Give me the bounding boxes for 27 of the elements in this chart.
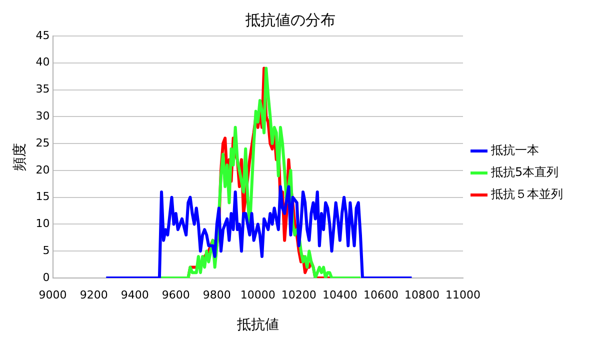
x-tick-label: 9000 bbox=[38, 288, 67, 302]
y-tick-label: 45 bbox=[36, 28, 50, 42]
y-tick-label: 30 bbox=[36, 110, 50, 123]
y-tick-label: 15 bbox=[36, 190, 50, 204]
x-tick-label: 9200 bbox=[80, 288, 108, 302]
x-tick-label: 10000 bbox=[240, 288, 276, 302]
x-tick-label: 10800 bbox=[404, 288, 440, 302]
y-tick-label: 5 bbox=[42, 244, 50, 257]
legend-label: 抵抗５本並列 bbox=[490, 187, 563, 202]
y-tick-label: 20 bbox=[36, 163, 50, 176]
x-tick-label: 10600 bbox=[363, 288, 398, 302]
x-tick-label: 10400 bbox=[322, 288, 358, 302]
y-tick-label: 25 bbox=[36, 136, 50, 150]
legend-label: 抵抗一本 bbox=[490, 143, 539, 158]
y-tick-label: 40 bbox=[36, 56, 50, 69]
chart-title: 抵抗値の分布 bbox=[244, 10, 336, 29]
x-tick-label: 9400 bbox=[120, 288, 149, 302]
y-tick-label: 10 bbox=[36, 217, 50, 230]
x-tick-label: 9800 bbox=[202, 288, 231, 302]
x-tick-label: 10200 bbox=[281, 288, 316, 302]
legend-label: 抵抗5本直列 bbox=[490, 165, 559, 180]
y-axis-title: 頻度 bbox=[12, 143, 28, 171]
y-tick-label: 0 bbox=[42, 270, 50, 284]
x-tick-label: 11000 bbox=[446, 288, 480, 302]
x-axis-title: 抵抗値 bbox=[236, 317, 279, 334]
y-tick-label: 35 bbox=[36, 82, 50, 96]
x-tick-label: 9600 bbox=[162, 288, 190, 302]
